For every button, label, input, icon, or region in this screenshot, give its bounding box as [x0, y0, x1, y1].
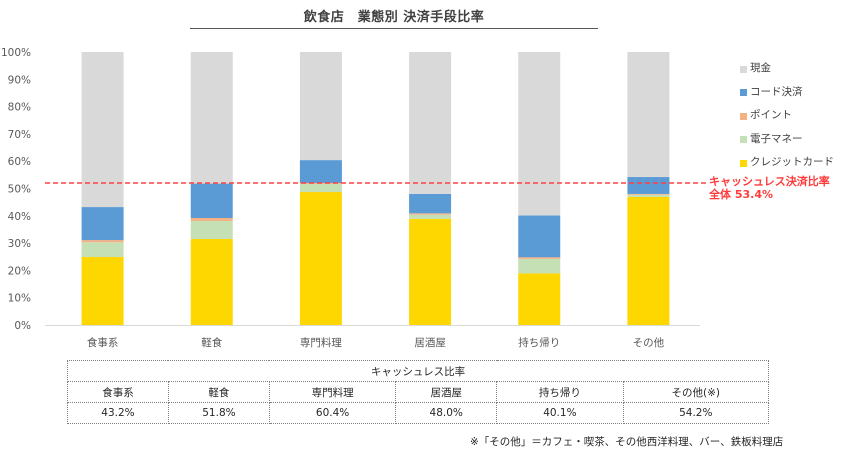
- y-tick-label: 90%: [8, 74, 31, 86]
- legend-item: 電子マネー: [740, 127, 834, 151]
- bar-segment: [518, 215, 561, 258]
- bar-segment: [190, 217, 233, 221]
- bar-segment: [627, 194, 670, 197]
- bar-segment: [81, 207, 124, 241]
- legend-item: ポイント: [740, 103, 834, 127]
- bar-segment: [299, 160, 342, 184]
- legend-label: クレジットカード: [750, 156, 834, 169]
- bar-segment: [627, 196, 670, 325]
- legend-label: ポイント: [750, 109, 792, 122]
- y-tick-label: 100%: [1, 47, 31, 59]
- legend: 現金コード決済ポイント電子マネークレジットカード: [740, 56, 834, 174]
- y-tick-label: 80%: [8, 102, 31, 114]
- table-col-header: 食事系: [67, 381, 169, 403]
- bar-segment: [190, 239, 233, 325]
- bar-segment: [81, 242, 124, 258]
- y-tick-label: 40%: [8, 211, 31, 223]
- table-row-categories: 食事系 軽食 専門料理 居酒屋 持ち帰り その他(※): [67, 381, 770, 403]
- y-tick-label: 10%: [8, 293, 31, 305]
- legend-swatch: [740, 159, 747, 167]
- reference-line-label: キャッシュレス決済比率 全体 53.4%: [709, 175, 830, 201]
- legend-item: 現金: [740, 56, 834, 80]
- legend-item: コード決済: [740, 80, 834, 104]
- table-header: キャッシュレス比率: [67, 360, 769, 382]
- bar-segment: [190, 183, 233, 218]
- y-tick-label: 0%: [14, 320, 31, 332]
- bar-segment: [627, 52, 670, 178]
- table-cell: 48.0%: [395, 402, 498, 424]
- table-cell: 51.8%: [167, 402, 270, 424]
- x-tick-label: 持ち帰り: [518, 336, 560, 349]
- legend-item: クレジットカード: [740, 150, 834, 174]
- x-tick-label: 居酒屋: [414, 336, 446, 349]
- cashless-ratio-table: キャッシュレス比率 食事系 軽食 専門料理 居酒屋 持ち帰り その他(※) 43…: [67, 360, 770, 424]
- table-col-header: 居酒屋: [395, 381, 498, 403]
- legend-label: 現金: [750, 62, 771, 75]
- bar-segment: [518, 258, 561, 274]
- reference-label-line1: キャッシュレス決済比率: [709, 175, 830, 188]
- table-col-header: 専門料理: [268, 381, 397, 403]
- bar-segment: [81, 240, 124, 243]
- y-tick-label: 60%: [8, 156, 31, 168]
- bar-segment: [409, 193, 452, 214]
- x-tick-label: 軽食: [201, 336, 222, 349]
- x-tick-label: その他: [633, 336, 665, 349]
- bar-segment: [299, 192, 342, 325]
- y-tick-label: 30%: [8, 238, 31, 250]
- footnote: ※「その他」＝カフェ・喫茶、その他西洋料理、バー、鉄板料理店: [470, 436, 784, 448]
- y-tick-label: 50%: [8, 184, 31, 196]
- table-cell: 40.1%: [496, 402, 624, 424]
- legend-label: 電子マネー: [750, 132, 803, 145]
- chart-title: 飲食店 業態別 決済手段比率: [303, 10, 485, 25]
- table-cell: 60.4%: [268, 402, 397, 424]
- table-row-values: 43.2% 51.8% 60.4% 48.0% 40.1% 54.2%: [67, 402, 770, 424]
- bar-segment: [518, 52, 561, 216]
- legend-swatch: [740, 65, 747, 73]
- reference-label-line2: 全体 53.4%: [709, 188, 773, 201]
- bar-segment: [81, 257, 124, 325]
- table-col-header: 持ち帰り: [496, 381, 624, 403]
- bar-segment: [190, 220, 233, 240]
- y-tick-label: 20%: [8, 265, 31, 277]
- bar-segment: [518, 257, 561, 259]
- table-cell: 54.2%: [622, 402, 770, 424]
- bar-segment: [299, 183, 342, 193]
- bar-segment: [518, 273, 561, 325]
- bar-segment: [299, 52, 342, 161]
- bar-segment: [627, 193, 670, 195]
- bar-segment: [190, 52, 233, 184]
- bar-segment: [409, 213, 452, 215]
- bar-segment: [409, 52, 452, 194]
- bar-segment: [409, 214, 452, 219]
- bar-segment: [627, 177, 670, 194]
- title-underline: [190, 28, 598, 29]
- legend-swatch: [740, 112, 747, 120]
- bar-segment: [409, 218, 452, 325]
- legend-swatch: [740, 136, 747, 144]
- bar-segment: [81, 52, 124, 208]
- legend-label: コード決済: [750, 85, 803, 98]
- table-col-header: その他(※): [622, 381, 770, 403]
- table-cell: 43.2%: [67, 402, 169, 424]
- x-tick-label: 食事系: [87, 336, 119, 349]
- stacked-bar-chart: 0% 10% 20% 30% 40% 50% 60% 70% 80% 90% 100% 食事系 軽食 専門…: [1, 47, 707, 349]
- legend-swatch: [740, 89, 747, 97]
- table-col-header: 軽食: [167, 381, 270, 403]
- x-tick-label: 専門料理: [300, 336, 342, 349]
- y-tick-label: 70%: [8, 129, 31, 141]
